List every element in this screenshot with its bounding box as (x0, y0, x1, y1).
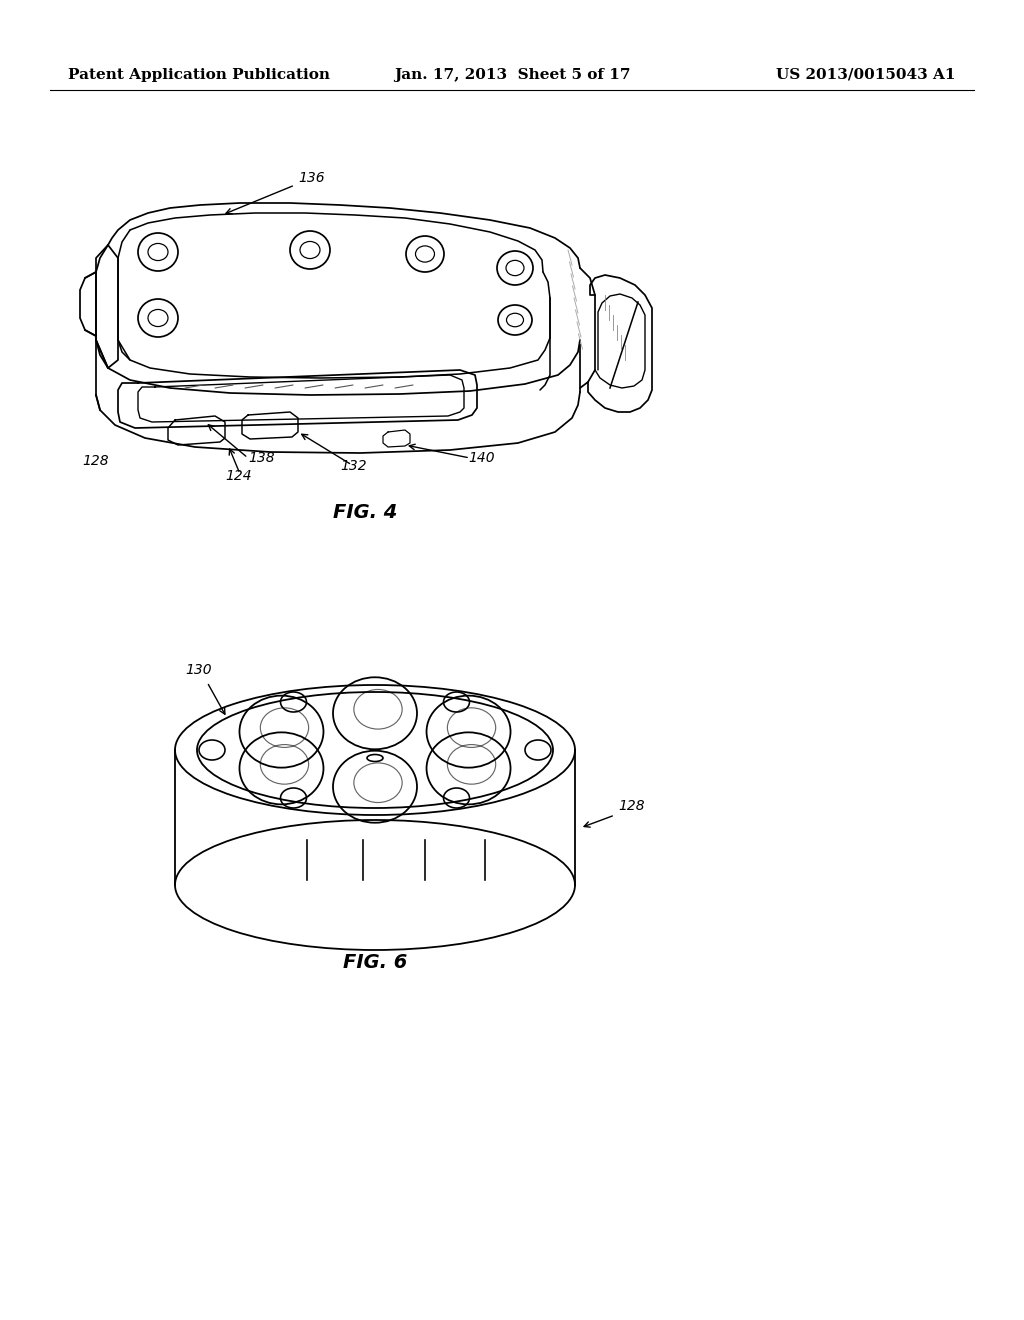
Text: US 2013/0015043 A1: US 2013/0015043 A1 (776, 69, 956, 82)
Text: 140: 140 (468, 451, 495, 465)
Text: 138: 138 (248, 451, 274, 465)
Text: 130: 130 (185, 663, 212, 677)
Text: 132: 132 (340, 459, 367, 473)
Text: 136: 136 (298, 172, 325, 185)
Text: 124: 124 (225, 469, 252, 483)
Text: 128: 128 (82, 454, 109, 469)
Text: Jan. 17, 2013  Sheet 5 of 17: Jan. 17, 2013 Sheet 5 of 17 (394, 69, 630, 82)
Text: FIG. 4: FIG. 4 (333, 503, 397, 521)
Text: 128: 128 (618, 799, 645, 813)
Text: FIG. 6: FIG. 6 (343, 953, 408, 973)
Text: Patent Application Publication: Patent Application Publication (68, 69, 330, 82)
